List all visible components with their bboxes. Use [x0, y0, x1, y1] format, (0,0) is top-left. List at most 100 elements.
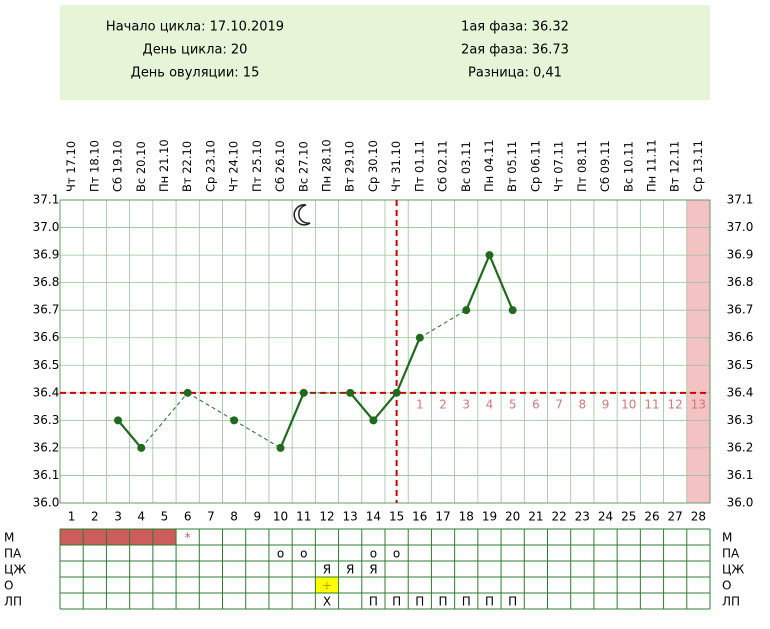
y-tick-label: 36.7 [33, 303, 60, 317]
date-label: Ср 23.10 [203, 140, 217, 192]
phase-day: 11 [644, 397, 659, 411]
day-number: 8 [230, 510, 238, 524]
phase-day: 2 [439, 397, 447, 411]
date-label: Чт 24.10 [227, 141, 241, 192]
day-number: 18 [459, 510, 474, 524]
y-tick-label-right: 36.6 [727, 330, 754, 344]
date-label: Вт 12.11 [668, 141, 682, 192]
day-number: 15 [389, 510, 404, 524]
symptom-mark: o [393, 547, 400, 561]
date-label: Пн 21.10 [157, 139, 171, 192]
y-tick-label: 36.3 [33, 413, 60, 427]
temperature-point [183, 388, 192, 397]
date-label: Чт 31.10 [389, 141, 403, 192]
day-number: 1 [68, 510, 76, 524]
symptom-mark: П [439, 595, 448, 609]
header-text: 2ая фаза: 36.73 [461, 43, 569, 58]
day-number: 17 [435, 510, 450, 524]
moon-icon [293, 204, 311, 226]
date-label: Вс 10.11 [621, 141, 635, 192]
y-tick-label: 36.6 [33, 330, 60, 344]
y-tick-label: 36.2 [33, 440, 60, 454]
date-label: Пт 08.11 [575, 140, 589, 192]
temperature-point [485, 251, 494, 260]
date-label: Сб 26.10 [273, 140, 287, 192]
day-number: 10 [273, 510, 288, 524]
date-label: Пн 11.11 [644, 139, 658, 192]
symptom-fill [83, 529, 107, 545]
y-tick-label-right: 36.0 [727, 496, 754, 510]
day-number: 27 [668, 510, 683, 524]
day-number: 22 [551, 510, 566, 524]
y-tick-label-right: 36.1 [727, 468, 754, 482]
date-label: Вт 05.11 [505, 141, 519, 192]
row-label-right: М [722, 531, 732, 545]
y-tick-label: 36.4 [33, 385, 60, 399]
day-number: 24 [598, 510, 613, 524]
row-label-right: ЛП [722, 595, 740, 609]
symptom-mark: П [369, 595, 378, 609]
day-number: 21 [528, 510, 543, 524]
gap-connector [419, 309, 467, 339]
symptom-fill [315, 577, 339, 593]
day-number: 6 [184, 510, 192, 524]
y-tick-label-right: 36.4 [727, 385, 754, 399]
row-label: М [4, 531, 14, 545]
date-label: Пт 01.11 [412, 140, 426, 192]
day-number: 12 [319, 510, 334, 524]
symptom-mark: П [508, 595, 517, 609]
day-number: 14 [366, 510, 381, 524]
temperature-point [415, 333, 424, 342]
y-tick-label-right: 36.7 [727, 303, 754, 317]
symptom-mark: П [485, 595, 494, 609]
temperature-point [369, 416, 378, 425]
y-tick-label: 36.9 [33, 248, 60, 262]
y-tick-label: 37.0 [33, 220, 60, 234]
date-label: Ср 06.11 [528, 140, 542, 192]
date-label: Вт 29.10 [343, 141, 357, 192]
y-tick-label: 37.1 [33, 193, 60, 207]
phase-day: 3 [462, 397, 470, 411]
symptom-mark: * [185, 531, 191, 545]
phase-day: 8 [579, 397, 587, 411]
temperature-line [117, 252, 514, 449]
date-label: Вс 27.10 [296, 141, 310, 192]
symptom-fill [106, 529, 130, 545]
temperature-point [276, 443, 285, 452]
header-box [60, 5, 710, 100]
day-number: 20 [505, 510, 520, 524]
y-tick-label: 36.1 [33, 468, 60, 482]
date-label: Вт 22.10 [180, 141, 194, 192]
date-label: Вс 20.10 [134, 141, 148, 192]
date-label: Вс 03.11 [459, 141, 473, 192]
phase-day: 9 [602, 397, 610, 411]
temperature-point [508, 306, 517, 315]
day-number: 26 [644, 510, 659, 524]
y-tick-label-right: 37.1 [727, 193, 754, 207]
row-label: О [4, 579, 13, 593]
symptom-mark: Я [369, 563, 377, 577]
day-number: 19 [482, 510, 497, 524]
phase-day: 12 [668, 397, 683, 411]
y-tick-label: 36.8 [33, 275, 60, 289]
phase-day: 13 [691, 397, 706, 411]
row-label-right: ПА [722, 547, 740, 561]
date-label: Сб 09.11 [598, 140, 612, 192]
symptom-mark: Я [346, 563, 354, 577]
y-tick-label-right: 36.5 [727, 358, 754, 372]
header-text: День цикла: 20 [143, 43, 248, 58]
y-tick-label-right: 36.3 [727, 413, 754, 427]
day-number: 9 [254, 510, 262, 524]
date-label: Чт 07.11 [552, 141, 566, 192]
symptom-mark: X [323, 595, 331, 609]
symptom-mark: o [300, 547, 307, 561]
day-number: 16 [412, 510, 427, 524]
day-number: 7 [207, 510, 215, 524]
row-label-right: О [722, 579, 731, 593]
phase-day: 1 [416, 397, 424, 411]
date-label: Пт 25.10 [250, 140, 264, 192]
plot-border [59, 199, 711, 504]
temperature-point [299, 388, 308, 397]
temperature-point [230, 416, 239, 425]
